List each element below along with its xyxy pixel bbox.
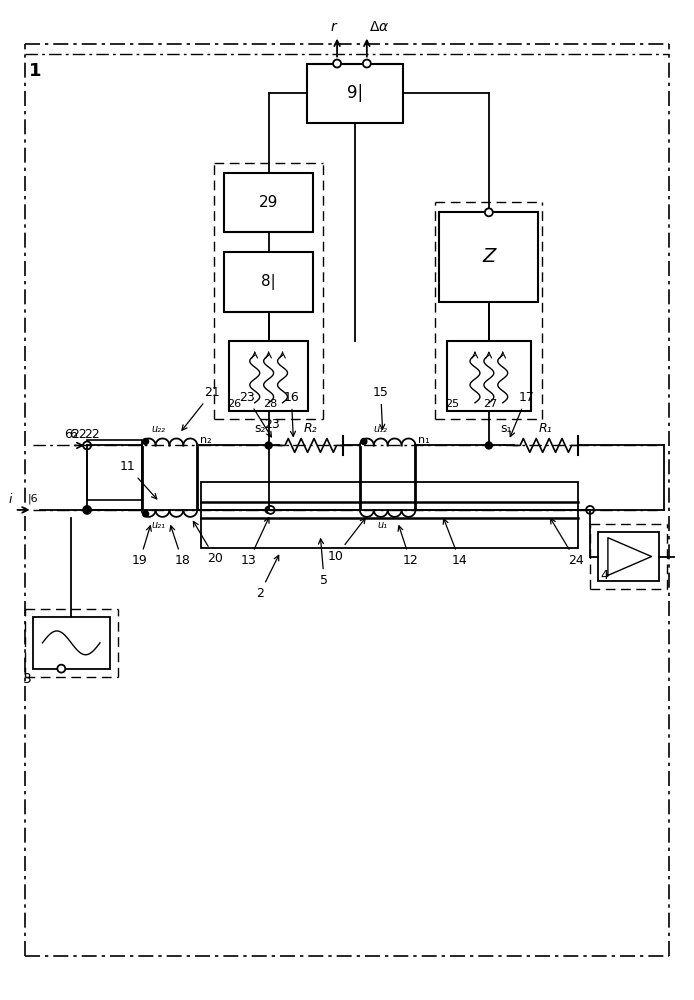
Circle shape (58, 665, 65, 673)
Bar (229, 341, 308, 411)
Circle shape (361, 511, 367, 517)
Text: 6: 6 (69, 428, 77, 441)
Text: s₂: s₂ (255, 422, 266, 435)
Text: 11: 11 (120, 460, 157, 499)
Text: 22: 22 (84, 428, 100, 441)
Text: 6: 6 (65, 428, 72, 441)
Text: r: r (330, 20, 336, 34)
Text: u₂₂: u₂₂ (151, 424, 165, 434)
Text: n₁: n₁ (418, 435, 430, 445)
Bar (447, 341, 530, 411)
Text: Z: Z (482, 247, 496, 266)
Circle shape (266, 506, 275, 514)
Text: 22: 22 (71, 428, 87, 441)
Text: 27: 27 (483, 399, 497, 409)
Text: 10: 10 (328, 518, 365, 563)
Text: 29: 29 (259, 195, 278, 210)
Text: 25: 25 (446, 399, 459, 409)
Text: |6: |6 (28, 494, 38, 504)
Circle shape (83, 506, 91, 513)
Text: u₂₁: u₂₁ (151, 520, 165, 530)
Text: R₂: R₂ (304, 422, 318, 435)
Circle shape (586, 506, 594, 514)
Circle shape (143, 438, 149, 444)
Text: 8|: 8| (261, 274, 276, 290)
Text: 24: 24 (550, 518, 584, 567)
Circle shape (485, 208, 493, 216)
Text: u₁₂: u₁₂ (374, 424, 388, 434)
Text: 20: 20 (194, 521, 223, 565)
Text: 3: 3 (23, 672, 31, 686)
Text: 28: 28 (263, 399, 277, 409)
Circle shape (83, 506, 91, 514)
Text: i: i (9, 493, 12, 506)
Circle shape (485, 442, 492, 449)
Text: 5: 5 (319, 539, 328, 587)
Bar (33, 617, 110, 669)
Text: 2: 2 (255, 555, 279, 600)
Text: 21: 21 (182, 386, 220, 430)
Circle shape (265, 506, 272, 513)
Text: 17: 17 (510, 391, 534, 437)
Text: 15: 15 (373, 386, 389, 429)
Circle shape (363, 60, 371, 67)
Bar (201, 482, 578, 548)
Text: 19: 19 (132, 526, 151, 567)
Text: R₁: R₁ (539, 422, 552, 435)
Circle shape (265, 442, 272, 449)
Circle shape (143, 511, 149, 517)
Text: 18: 18 (170, 526, 190, 567)
Circle shape (83, 441, 91, 449)
Circle shape (361, 438, 367, 444)
Text: 4: 4 (600, 569, 608, 582)
Bar (224, 252, 313, 312)
Text: s₁: s₁ (501, 422, 512, 435)
Bar (439, 212, 539, 302)
Text: 1: 1 (28, 62, 41, 80)
Text: 9|: 9| (347, 84, 363, 102)
Text: 12: 12 (398, 526, 418, 567)
Text: 16: 16 (284, 391, 299, 436)
Bar (307, 64, 403, 123)
Circle shape (333, 60, 341, 67)
Bar (224, 173, 313, 232)
Text: $\Delta\alpha$: $\Delta\alpha$ (369, 20, 389, 34)
Bar (87, 440, 142, 500)
Text: n₂: n₂ (200, 435, 212, 445)
Text: 26: 26 (227, 399, 241, 409)
Text: 23: 23 (264, 418, 280, 431)
Text: u₁: u₁ (378, 520, 388, 530)
Text: 23: 23 (239, 391, 271, 437)
Text: 13: 13 (241, 518, 269, 567)
Text: 14: 14 (443, 519, 468, 567)
Circle shape (265, 506, 272, 513)
Bar (598, 532, 659, 581)
